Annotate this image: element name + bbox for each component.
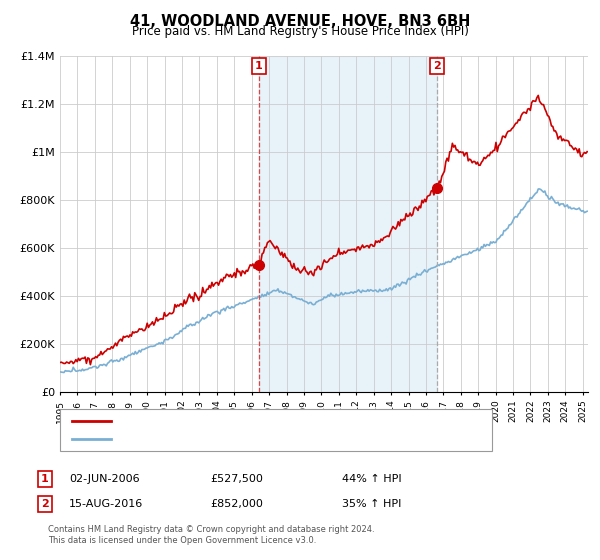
Text: 02-JUN-2006: 02-JUN-2006 xyxy=(69,474,140,484)
Text: £852,000: £852,000 xyxy=(210,499,263,509)
Text: Contains HM Land Registry data © Crown copyright and database right 2024.: Contains HM Land Registry data © Crown c… xyxy=(48,525,374,534)
Text: 41, WOODLAND AVENUE, HOVE, BN3 6BH: 41, WOODLAND AVENUE, HOVE, BN3 6BH xyxy=(130,14,470,29)
Text: This data is licensed under the Open Government Licence v3.0.: This data is licensed under the Open Gov… xyxy=(48,536,316,545)
Text: 2: 2 xyxy=(41,499,49,509)
Text: 2: 2 xyxy=(433,61,440,71)
Text: HPI: Average price, detached house, Brighton and Hove: HPI: Average price, detached house, Brig… xyxy=(120,434,410,444)
Bar xyxy=(259,56,437,392)
Text: 15-AUG-2016: 15-AUG-2016 xyxy=(69,499,143,509)
Text: Price paid vs. HM Land Registry's House Price Index (HPI): Price paid vs. HM Land Registry's House … xyxy=(131,25,469,38)
Text: £527,500: £527,500 xyxy=(210,474,263,484)
Text: 1: 1 xyxy=(41,474,49,484)
Text: 44% ↑ HPI: 44% ↑ HPI xyxy=(342,474,401,484)
Text: 35% ↑ HPI: 35% ↑ HPI xyxy=(342,499,401,509)
Text: 41, WOODLAND AVENUE, HOVE, BN3 6BH (detached house): 41, WOODLAND AVENUE, HOVE, BN3 6BH (deta… xyxy=(120,416,433,426)
Text: 1: 1 xyxy=(255,61,263,71)
